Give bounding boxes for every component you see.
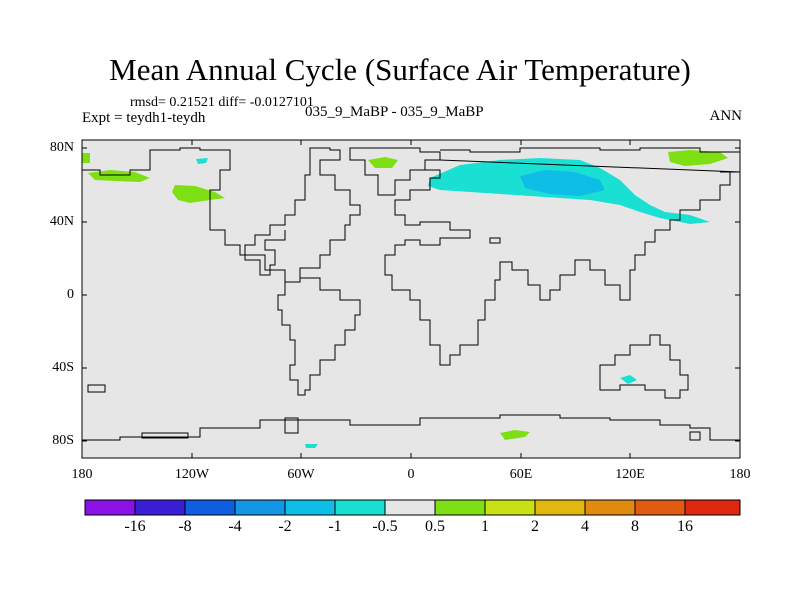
coast-small-islands (87, 171, 740, 441)
plot-title: Mean Annual Cycle (Surface Air Temperatu… (109, 52, 691, 87)
colorbar (84, 499, 741, 516)
colorbar-label-7: 0.5 (425, 518, 445, 535)
anomaly-negative-australia (620, 375, 637, 384)
anomaly-strong-negative-eurasia (520, 170, 605, 196)
lon-label-120e: 120E (615, 467, 645, 482)
colorbar-box-8 (434, 499, 486, 516)
colorbar-label-5: -1 (328, 518, 342, 535)
colorbar-box-7 (384, 499, 436, 516)
colorbar-label-12: 16 (677, 518, 693, 535)
colorbar-label-10: 4 (581, 518, 589, 535)
colorbar-label-11: 8 (631, 518, 639, 535)
lon-label-180-west: 180 (71, 467, 93, 482)
lat-label-40s: 40S (52, 360, 74, 375)
anomaly-positive-greenland (368, 157, 398, 168)
colorbar-label-1: -16 (124, 518, 146, 535)
coast-south-america (277, 277, 361, 396)
colorbar-label-3: -4 (228, 518, 242, 535)
colorbar-label-9: 2 (531, 518, 539, 535)
coast-north-america (82, 147, 361, 283)
colorbar-label-6: -0.5 (372, 518, 398, 535)
experiment-label: Expt = teydh1-teydh (82, 110, 206, 126)
lon-label-120w: 120W (174, 467, 210, 482)
axis-ticks (82, 140, 740, 458)
colorbar-box-9 (484, 499, 536, 516)
case-label: 035_9_MaBP - 035_9_MaBP (305, 104, 484, 120)
anomaly-negative-small-arctic (196, 158, 208, 164)
lat-label-80s: 80S (52, 433, 74, 448)
coast-antarctica (82, 414, 740, 441)
colorbar-box-6 (334, 499, 386, 516)
stats-text: rmsd= 0.21521 diff= -0.0127101 (130, 95, 314, 110)
season-label: ANN (709, 108, 743, 124)
lon-label-60w: 60W (287, 467, 315, 482)
colorbar-box-10 (534, 499, 586, 516)
colorbar-box-13 (684, 499, 741, 516)
anomaly-positive-alaska (88, 170, 150, 182)
anomaly-positive-canada (172, 185, 225, 203)
coast-greenland (349, 147, 441, 196)
colorbar-box-2 (134, 499, 186, 516)
coast-eurasia-africa (384, 147, 741, 366)
colorbar-label-4: -2 (278, 518, 292, 535)
colorbar-box-12 (634, 499, 686, 516)
lat-label-80n: 80N (49, 140, 74, 155)
lat-label-40n: 40N (49, 214, 74, 229)
anomaly-negative-small-south (305, 444, 318, 448)
anomaly-fields (82, 150, 728, 448)
colorbar-box-11 (584, 499, 636, 516)
anomaly-positive-antarctica (500, 430, 530, 440)
lon-label-60e: 60E (509, 467, 533, 482)
lon-label-0: 0 (407, 467, 415, 482)
colorbar-label-8: 1 (481, 518, 489, 535)
colorbar-box-4 (234, 499, 286, 516)
coastlines (82, 147, 741, 441)
coast-australia (599, 334, 689, 399)
colorbar-label-2: -8 (178, 518, 192, 535)
colorbar-box-5 (284, 499, 336, 516)
anomaly-positive-west-edge (82, 153, 90, 163)
colorbar-box-3 (184, 499, 236, 516)
lat-label-0: 0 (67, 287, 74, 302)
lon-label-180-east: 180 (729, 467, 751, 482)
colorbar-box-1 (84, 499, 136, 516)
anomaly-positive-siberia (668, 150, 728, 166)
